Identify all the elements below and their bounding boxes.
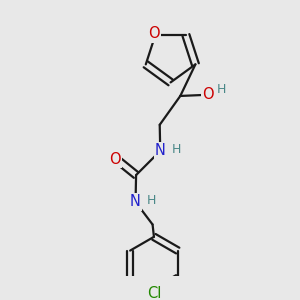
Text: H: H <box>217 83 226 96</box>
Text: Cl: Cl <box>147 286 161 300</box>
Text: H: H <box>172 143 181 156</box>
Text: N: N <box>130 194 141 209</box>
Text: O: O <box>110 152 121 166</box>
Text: O: O <box>202 86 213 101</box>
Text: N: N <box>155 143 166 158</box>
Text: H: H <box>147 194 156 207</box>
Text: O: O <box>148 26 160 41</box>
